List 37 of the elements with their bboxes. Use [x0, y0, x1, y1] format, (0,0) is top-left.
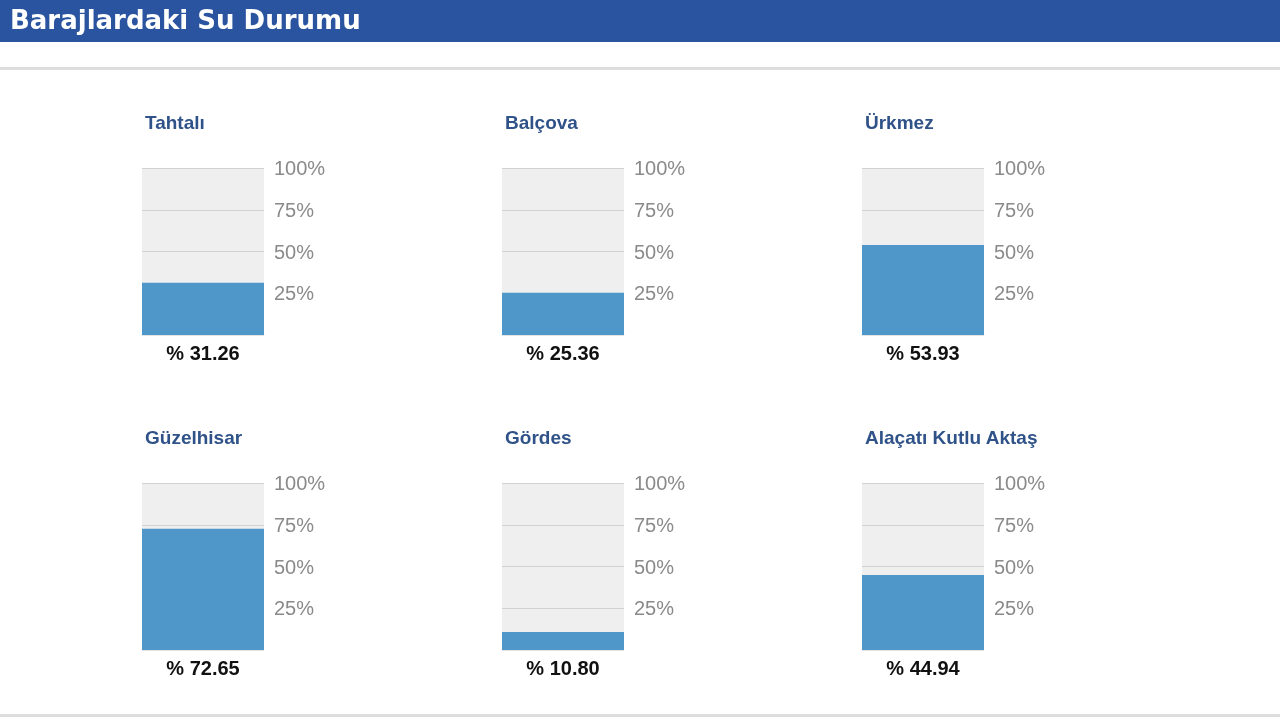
text: Barajlardaki Su Durumu [0, 0, 1280, 46]
y-tick-label: 75% [634, 513, 675, 536]
chart-title: Alaçatı Kutlu Aktaş [865, 427, 1038, 448]
y-tick-label: 50% [994, 240, 1035, 263]
chart-title: Balçova [505, 112, 579, 133]
y-tick-label: 75% [274, 513, 315, 536]
y-tick-label: 75% [994, 513, 1035, 536]
data-label: % 44.94 [886, 657, 961, 679]
y-tick-label: 100% [274, 472, 326, 494]
data-label: % 31.26 [166, 342, 240, 364]
y-tick-label: 50% [634, 240, 675, 263]
chart-title: Tahtalı [145, 112, 205, 133]
y-tick-label: 25% [994, 282, 1035, 305]
y-tick-label: 50% [274, 555, 315, 578]
y-tick-label: 75% [994, 198, 1035, 221]
y-tick-label: 50% [274, 240, 315, 263]
y-tick-label: 75% [634, 198, 675, 221]
y-tick-label: 50% [634, 555, 675, 578]
y-tick-label: 25% [274, 597, 315, 620]
y-tick-label: 100% [634, 472, 686, 494]
data-label: % 10.80 [526, 657, 600, 679]
y-tick-label: 100% [634, 157, 686, 179]
data-label: % 25.36 [526, 342, 600, 364]
data-label: % 72.65 [166, 657, 240, 679]
chart-title: Gördes [505, 427, 572, 448]
y-tick-label: 100% [274, 157, 326, 179]
y-tick-label: 50% [994, 555, 1035, 578]
y-tick-label: 25% [994, 597, 1035, 620]
y-tick-label: 25% [634, 597, 675, 620]
y-tick-label: 25% [634, 282, 675, 305]
y-tick-label: 75% [274, 198, 315, 221]
y-tick-label: 25% [274, 282, 315, 305]
y-tick-label: 100% [994, 472, 1046, 494]
chart-title: Güzelhisar [145, 427, 243, 448]
y-tick-label: 100% [994, 157, 1046, 179]
chart-title: Ürkmez [865, 112, 934, 133]
data-label: % 53.93 [886, 342, 960, 364]
